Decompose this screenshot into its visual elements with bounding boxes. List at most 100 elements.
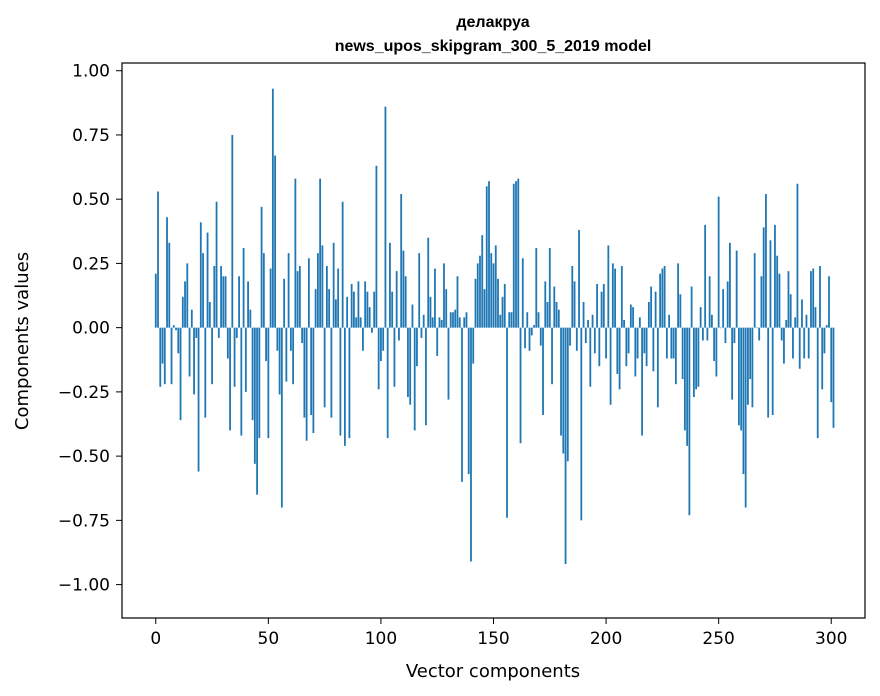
bar-14	[186, 263, 189, 328]
y-tick-label: 0.25	[72, 254, 110, 274]
bar-42	[249, 309, 252, 328]
bar-205	[616, 327, 619, 374]
bar-24	[208, 301, 211, 328]
bar-160	[515, 181, 517, 328]
bar-87	[350, 283, 353, 328]
bar-210	[627, 327, 630, 354]
bar-193	[589, 327, 592, 387]
bar-228	[668, 314, 671, 328]
bar-22	[204, 327, 207, 418]
x-tick-label: 150	[477, 629, 509, 649]
bar-135	[458, 317, 461, 328]
x-tick-label: 50	[258, 629, 280, 649]
bar-108	[398, 327, 400, 341]
bar-278	[780, 327, 783, 341]
bar-79	[332, 242, 335, 328]
bar-294	[816, 327, 819, 439]
bar-296	[821, 327, 824, 390]
bar-215	[638, 317, 641, 328]
bar-107	[395, 271, 398, 328]
bar-277	[778, 273, 781, 328]
bar-240	[695, 327, 698, 390]
bar-237	[688, 327, 691, 516]
bar-233	[679, 294, 682, 328]
bar-293	[814, 307, 817, 328]
bar-102	[384, 106, 387, 328]
bar-7	[170, 327, 173, 385]
bar-45	[256, 327, 258, 495]
bar-200	[605, 327, 607, 359]
x-tick-label: 250	[702, 629, 734, 649]
bar-15	[188, 327, 191, 377]
x-tick-label: 100	[365, 629, 397, 649]
bar-285	[796, 183, 799, 328]
bar-216	[641, 327, 643, 436]
bar-18	[195, 327, 198, 338]
bar-9	[175, 327, 177, 331]
bar-235	[683, 327, 686, 431]
bar-117	[418, 253, 421, 328]
bar-110	[402, 250, 405, 328]
bar-33	[229, 327, 231, 431]
x-axis-label: Vector components	[406, 661, 580, 682]
bar-61	[292, 327, 295, 385]
y-tick-label: −0.25	[58, 383, 110, 403]
bar-232	[677, 263, 680, 328]
bar-185	[571, 265, 574, 328]
bar-126	[438, 317, 441, 328]
y-tick-label: −0.75	[58, 511, 110, 531]
bar-253	[724, 327, 727, 344]
bar-131	[449, 312, 452, 328]
bar-49	[265, 327, 267, 362]
bar-299	[828, 276, 830, 328]
bar-198	[600, 291, 603, 328]
bar-184	[569, 327, 571, 346]
bar-86	[348, 327, 351, 439]
bar-127	[440, 319, 443, 328]
bar-178	[555, 301, 558, 328]
y-axis: 1.00 0.75 0.50 0.25 0.00 −0.25 −0.50 −0.75 −1.00	[58, 62, 122, 596]
bar-67	[305, 327, 308, 441]
bar-291	[810, 271, 812, 328]
bar-276	[776, 255, 779, 328]
bar-191	[584, 327, 587, 344]
bar-173	[544, 281, 547, 328]
bar-225	[661, 268, 664, 328]
bar-260	[740, 327, 743, 431]
bar-167	[530, 327, 533, 336]
bar-34	[231, 134, 234, 328]
bar-176	[551, 327, 553, 385]
bar-97	[373, 291, 376, 328]
bar-204	[614, 268, 616, 328]
bar-132	[452, 312, 454, 328]
bar-115	[413, 327, 416, 431]
bar-207	[620, 265, 623, 328]
bar-8	[172, 325, 175, 328]
bar-141	[472, 327, 475, 364]
bar-155	[503, 283, 506, 328]
bar-145	[481, 235, 484, 328]
bar-21	[202, 253, 204, 328]
bar-101	[382, 327, 385, 351]
bar-66	[303, 327, 306, 418]
bar-157	[508, 312, 511, 328]
bar-124	[434, 268, 436, 328]
bar-181	[562, 327, 565, 454]
bar-133	[454, 309, 457, 328]
bar-214	[636, 327, 639, 359]
bar-38	[240, 327, 243, 436]
bar-28	[217, 327, 220, 338]
bar-25	[211, 327, 213, 385]
bar-182	[564, 327, 567, 565]
bar-50	[267, 327, 270, 439]
y-tick-label: 1.00	[72, 62, 110, 82]
bar-94	[366, 291, 369, 328]
bar-196	[596, 283, 598, 328]
bar-62	[294, 178, 297, 328]
bar-153	[499, 314, 502, 328]
bar-91	[359, 317, 362, 328]
bar-59	[287, 253, 290, 328]
bar-80	[334, 299, 337, 328]
bar-92	[362, 327, 364, 351]
bar-6	[168, 242, 171, 328]
